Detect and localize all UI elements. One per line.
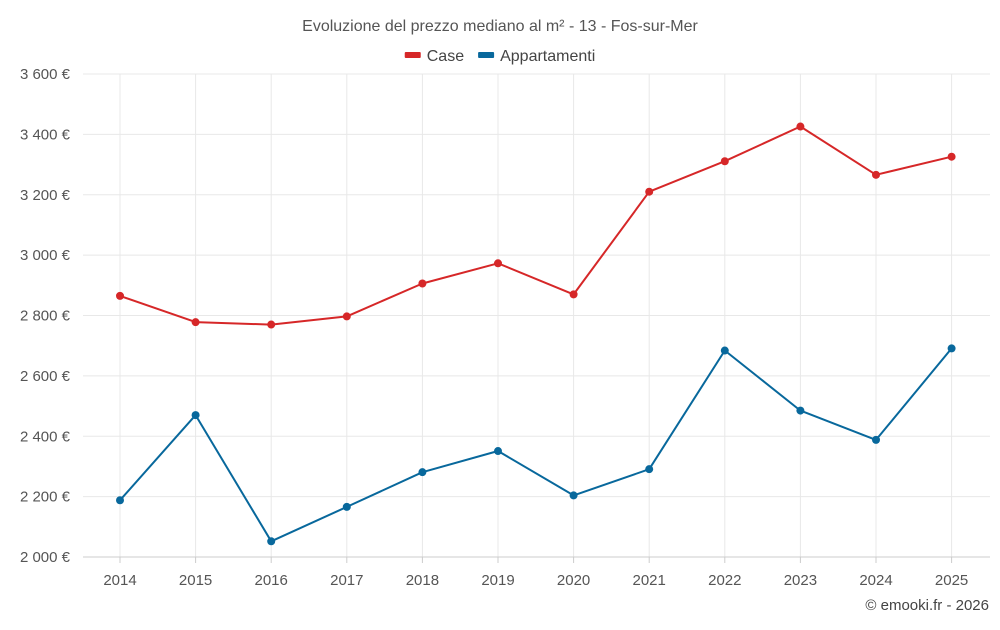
data-point[interactable]: [720, 157, 729, 166]
x-tick-label: 2020: [557, 572, 590, 589]
x-tick-label: 2018: [406, 572, 439, 589]
y-tick-label: 3 600 €: [20, 66, 71, 83]
x-tick-label: 2015: [179, 572, 212, 589]
data-point[interactable]: [645, 187, 654, 196]
data-point[interactable]: [342, 502, 351, 511]
x-tick-label: 2019: [481, 572, 514, 589]
data-point[interactable]: [872, 170, 880, 179]
x-tick-label: 2016: [255, 572, 288, 589]
data-point[interactable]: [418, 468, 427, 477]
x-tick-label: 2023: [784, 572, 817, 589]
data-point[interactable]: [116, 496, 124, 505]
data-point[interactable]: [267, 320, 276, 329]
data-point[interactable]: [569, 290, 578, 299]
series-appartamenti: [116, 344, 956, 546]
x-tick-label: 2025: [935, 572, 968, 589]
data-point[interactable]: [116, 291, 124, 300]
data-point[interactable]: [267, 537, 276, 546]
y-tick-label: 3 400 €: [20, 126, 71, 143]
data-point[interactable]: [494, 447, 502, 456]
legend-item-appartamenti[interactable]: Appartamenti: [478, 48, 595, 65]
data-point[interactable]: [720, 346, 729, 355]
legend: Case Appartamenti: [404, 48, 595, 65]
chart-title: Evoluzione del prezzo mediano al m² - 13…: [302, 18, 698, 35]
y-tick-label: 2 400 €: [20, 428, 71, 445]
credit-text: © emooki.fr - 2026: [865, 597, 989, 614]
series-layer: [116, 122, 956, 546]
data-point[interactable]: [494, 259, 502, 268]
grid-layer: [83, 73, 990, 558]
legend-swatch: [478, 52, 495, 58]
data-point[interactable]: [191, 411, 200, 420]
data-point[interactable]: [947, 344, 956, 353]
x-tick-label: 2022: [708, 572, 741, 589]
data-point[interactable]: [342, 312, 351, 321]
y-tick-label: 2 600 €: [20, 368, 71, 385]
data-point[interactable]: [645, 465, 654, 474]
data-point[interactable]: [947, 152, 956, 161]
series-line-case: [119, 125, 952, 326]
x-tick-label: 2024: [859, 572, 892, 589]
y-tick-label: 2 800 €: [20, 308, 71, 325]
legend-label: Appartamenti: [500, 48, 595, 65]
legend-swatch: [404, 52, 421, 58]
y-tick-label: 2 200 €: [20, 489, 71, 506]
data-point[interactable]: [569, 491, 578, 500]
x-tick-label: 2021: [633, 572, 666, 589]
x-tick-label: 2017: [330, 572, 363, 589]
y-tick-label: 3 200 €: [20, 187, 71, 204]
data-point[interactable]: [796, 122, 805, 131]
legend-label: Case: [427, 48, 464, 65]
x-tick-label: 2014: [103, 572, 136, 589]
data-point[interactable]: [796, 406, 805, 415]
data-point[interactable]: [191, 318, 200, 327]
series-line-appartamenti: [119, 347, 953, 543]
y-tick-label: 3 000 €: [20, 247, 71, 264]
data-point[interactable]: [418, 279, 427, 288]
legend-item-case[interactable]: Case: [404, 48, 464, 65]
data-point[interactable]: [872, 435, 880, 444]
series-case: [116, 122, 956, 329]
axis-layer: 2 000 € 2 200 € 2 400 € 2 600 € 2 800 € 3 000…: [20, 66, 990, 589]
y-tick-label: 2 000 €: [20, 549, 71, 566]
